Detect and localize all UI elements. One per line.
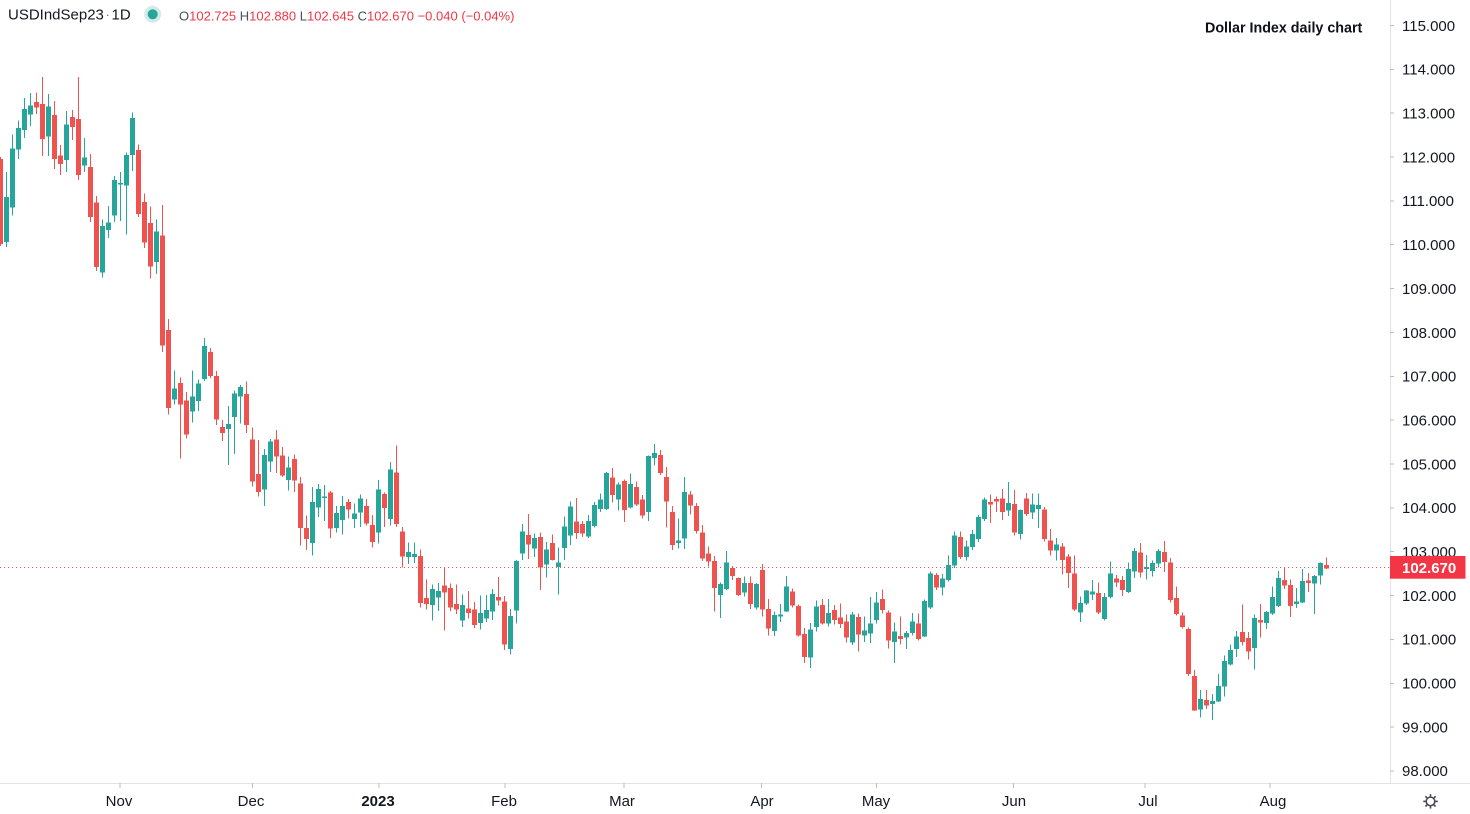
svg-text:Jun: Jun [1002, 793, 1026, 810]
svg-text:102.670: 102.670 [1402, 560, 1456, 577]
svg-text:105.000: 105.000 [1402, 456, 1456, 473]
svg-text:113.000: 113.000 [1402, 106, 1455, 123]
svg-text:Apr: Apr [750, 793, 773, 810]
svg-text:112.000: 112.000 [1402, 149, 1455, 166]
svg-text:110.000: 110.000 [1402, 237, 1455, 254]
svg-text:1D: 1D [112, 7, 131, 24]
svg-text:101.000: 101.000 [1402, 632, 1456, 649]
svg-text:104.000: 104.000 [1402, 500, 1456, 517]
svg-text:USDIndSep23: USDIndSep23 [8, 7, 104, 24]
svg-text:106.000: 106.000 [1402, 413, 1456, 430]
svg-text:Nov: Nov [106, 793, 133, 810]
svg-text:Jul: Jul [1138, 793, 1157, 810]
svg-text:Dollar Index daily chart: Dollar Index daily chart [1205, 20, 1363, 36]
svg-text:109.000: 109.000 [1402, 281, 1456, 298]
svg-text:May: May [862, 793, 891, 810]
svg-text:Aug: Aug [1260, 793, 1287, 810]
svg-text:2023: 2023 [361, 793, 394, 810]
svg-text:O102.725 H102.880 L102.645 C10: O102.725 H102.880 L102.645 C102.670 −0.0… [179, 9, 514, 24]
svg-text:108.000: 108.000 [1402, 325, 1456, 342]
svg-text:Dec: Dec [238, 793, 265, 810]
svg-text:111.000: 111.000 [1402, 193, 1454, 210]
svg-text:115.000: 115.000 [1402, 18, 1455, 35]
svg-text:Feb: Feb [491, 793, 517, 810]
svg-text:100.000: 100.000 [1402, 676, 1456, 693]
svg-text:Mar: Mar [609, 793, 635, 810]
svg-text:98.000: 98.000 [1402, 763, 1448, 780]
svg-text:102.000: 102.000 [1402, 588, 1456, 605]
svg-text:99.000: 99.000 [1402, 719, 1448, 736]
svg-text:107.000: 107.000 [1402, 369, 1456, 386]
svg-text:114.000: 114.000 [1402, 62, 1455, 79]
svg-text:·: · [106, 7, 110, 22]
